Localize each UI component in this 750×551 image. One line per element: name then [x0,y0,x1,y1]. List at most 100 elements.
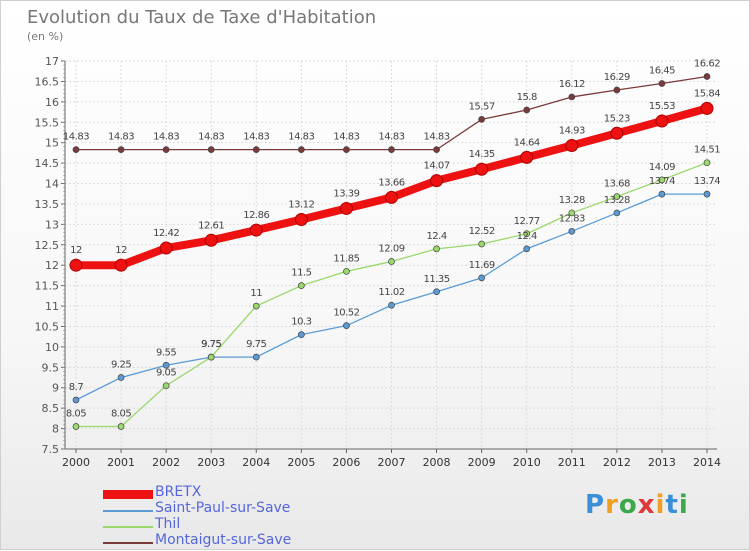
x-tick-label: 2001 [107,456,135,469]
data-point-bretx [565,139,579,153]
y-tick-label: 8.5 [42,402,60,415]
data-point-bretx [69,258,83,272]
data-point-thil [343,267,350,275]
data-label-saint-paul-sur-save: 11.69 [469,260,495,271]
data-label-montaigut-sur-save: 14.83 [288,132,314,143]
data-label-montaigut-sur-save: 15.8 [517,92,537,103]
data-point-bretx [114,258,128,272]
data-label-bretx: 15.23 [604,113,630,124]
logo-letter: t [665,490,679,520]
data-point-montaigut-sur-save [162,146,170,153]
logo-letter: i [655,490,666,520]
legend-swatch-montaigut-sur-save [103,542,153,544]
data-label-thil: 12.77 [514,216,540,227]
logo-letter: r [605,490,619,520]
legend-label-thil: Thil [155,516,181,532]
data-point-thil [117,423,125,430]
data-label-thil: 8.05 [66,409,86,420]
data-label-bretx: 13.39 [333,188,359,199]
data-point-montaigut-sur-save [117,146,125,153]
data-point-thil [72,423,80,430]
data-label-montaigut-sur-save: 14.83 [333,132,359,143]
y-tick-label: 11 [45,300,59,313]
data-label-montaigut-sur-save: 16.62 [694,59,720,70]
data-label-thil: 12.52 [469,226,495,237]
data-label-bretx: 14.64 [514,137,540,148]
data-label-thil: 9.05 [156,368,176,379]
data-label-bretx: 15.53 [649,101,675,112]
data-label-saint-paul-sur-save: 11.35 [424,274,450,285]
data-label-montaigut-sur-save: 16.45 [649,65,675,76]
data-label-montaigut-sur-save: 15.57 [469,101,495,112]
x-tick-label: 2010 [513,456,541,469]
y-tick-label: 16.5 [35,75,60,88]
data-point-saint-paul-sur-save [433,288,440,296]
data-point-thil [207,353,215,361]
data-label-saint-paul-sur-save: 9.75 [246,339,266,350]
y-tick-label: 10.5 [35,320,60,333]
data-label-thil: 8.05 [111,409,131,420]
data-point-montaigut-sur-save [478,116,485,123]
logo-letter: i [678,490,689,520]
data-label-saint-paul-sur-save: 9.75 [201,339,221,350]
data-label-montaigut-sur-save: 14.83 [63,132,89,143]
data-label-saint-paul-sur-save: 12.83 [559,213,585,224]
data-label-thil: 14.09 [649,162,675,173]
data-point-montaigut-sur-save [388,146,395,153]
data-point-thil [388,258,395,265]
data-label-saint-paul-sur-save: 10.52 [333,308,359,319]
data-label-bretx: 12.42 [153,228,179,239]
data-point-saint-paul-sur-save [117,374,125,381]
y-tick-label: 16 [45,96,59,109]
data-point-thil [658,176,666,184]
y-tick-label: 17 [45,55,59,68]
data-label-bretx: 12.86 [243,210,269,221]
y-tick-label: 8 [52,423,59,436]
data-label-bretx: 14.07 [424,161,450,172]
y-tick-label: 12 [45,259,59,272]
data-point-saint-paul-sur-save [298,331,305,338]
proxiti-logo: Proxiti [585,490,689,520]
data-point-saint-paul-sur-save [568,227,576,235]
data-label-montaigut-sur-save: 14.83 [108,132,134,143]
x-tick-label: 2007 [378,456,406,469]
y-tick-label: 12.5 [35,239,60,252]
data-label-montaigut-sur-save: 14.83 [424,132,450,143]
data-point-bretx [204,233,218,247]
x-tick-label: 2013 [648,456,676,469]
y-tick-label: 9 [52,382,59,395]
chart-subtitle: (en %) [27,30,64,43]
data-label-thil: 13.68 [604,179,630,190]
y-tick-label: 14.5 [35,157,60,170]
data-label-saint-paul-sur-save: 11.02 [378,287,404,298]
data-point-bretx [294,212,308,226]
data-point-bretx [475,162,489,176]
data-point-bretx [520,150,534,164]
data-point-montaigut-sur-save [298,146,305,153]
legend-label-saint-paul-sur-save: Saint-Paul-sur-Save [155,500,291,516]
y-tick-label: 15.5 [35,116,60,129]
x-tick-label: 2006 [332,456,360,469]
data-label-bretx: 14.35 [469,149,495,160]
data-point-thil [703,159,711,167]
data-label-montaigut-sur-save: 14.83 [378,132,404,143]
x-tick-label: 2000 [62,456,90,469]
data-point-thil [568,209,576,217]
data-point-saint-paul-sur-save [523,245,531,253]
data-label-montaigut-sur-save: 14.83 [243,132,269,143]
data-point-saint-paul-sur-save [388,301,395,309]
data-point-montaigut-sur-save [568,93,576,101]
data-point-bretx [249,223,263,237]
data-label-saint-paul-sur-save: 9.25 [111,360,131,371]
x-tick-label: 2012 [603,456,631,469]
y-tick-label: 10 [45,341,59,354]
logo-letter: P [585,490,606,520]
y-tick-label: 11.5 [35,280,60,293]
data-point-montaigut-sur-save [433,146,440,153]
data-point-thil [613,193,621,200]
data-label-montaigut-sur-save: 14.83 [198,132,224,143]
data-point-thil [523,230,531,238]
legend-swatch-saint-paul-sur-save [103,510,153,512]
